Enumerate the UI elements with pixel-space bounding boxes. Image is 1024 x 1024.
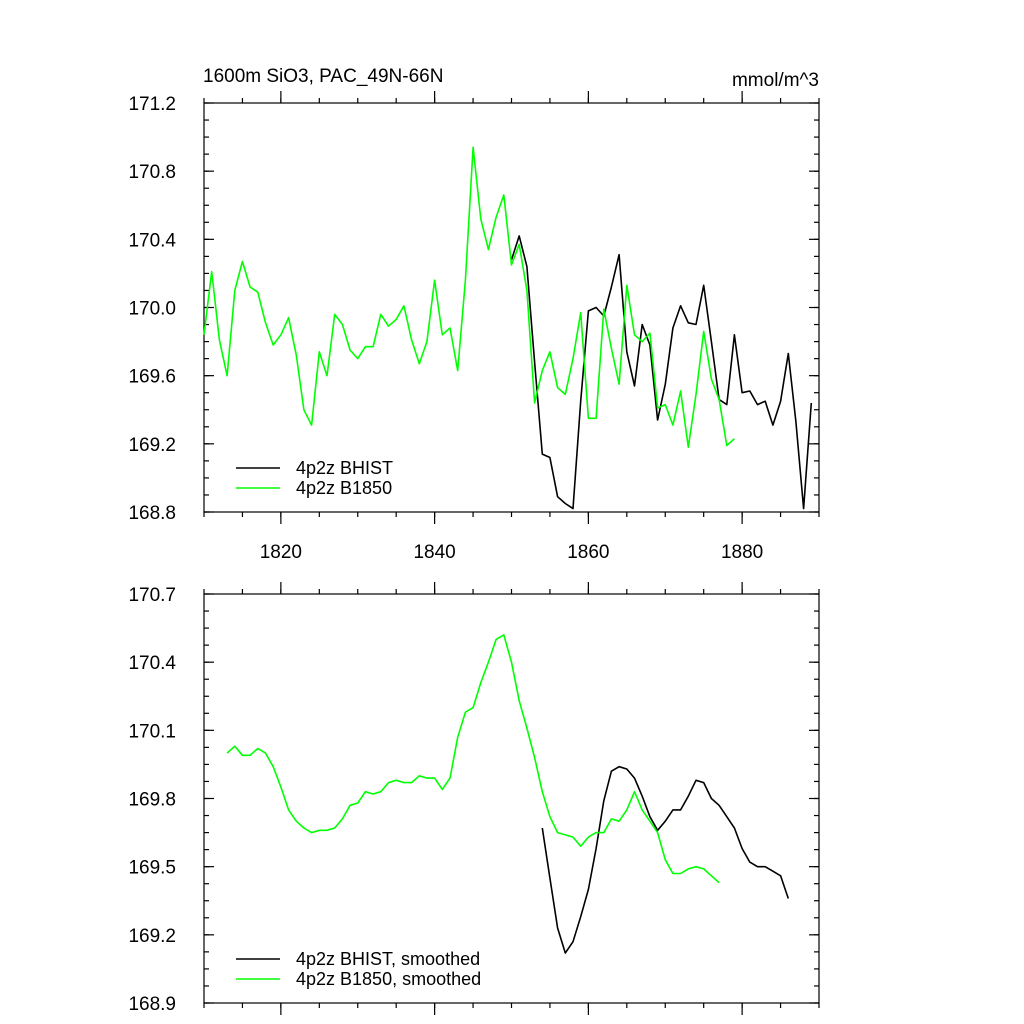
y-tick-label: 170.7	[128, 585, 176, 606]
chart-title: 1600m SiO3, PAC_49N-66N	[203, 66, 443, 87]
x-tick-label: 1820	[260, 542, 302, 563]
legend-label: 4p2z B1850	[296, 478, 392, 498]
bottom-panel: 168.9 169.2 169.5 169.8 170.1 170.4 170.7 4p2z …	[128, 582, 820, 1015]
y-tick-label: 169.2	[128, 926, 176, 947]
legend-label: 4p2z BHIST, smoothed	[296, 949, 480, 969]
x-tick-label: 1860	[567, 542, 609, 563]
y-tick-label: 170.8	[128, 162, 176, 183]
y-tick-label: 169.2	[128, 435, 176, 456]
y-tick-label: 171.2	[128, 94, 176, 115]
y-tick-label: 168.9	[128, 994, 176, 1015]
y-tick-label: 169.5	[128, 858, 176, 879]
legend-label: 4p2z B1850, smoothed	[296, 969, 481, 989]
x-tick-label: 1840	[413, 542, 455, 563]
plot-frame	[203, 593, 820, 1004]
top-panel: 168.8 169.2 169.6 170.0 170.4 170.8 171.2 1820 1…	[128, 91, 820, 563]
series-line-4p2z-b1850	[203, 146, 735, 449]
x-tick-label: 1880	[721, 542, 763, 563]
series-line-4p2z-b1850-smoothed	[226, 634, 720, 884]
plot-frame	[203, 102, 820, 513]
series-line-4p2z-bhist	[510, 235, 813, 510]
series-line-4p2z-bhist-smoothed	[541, 765, 790, 954]
y-tick-label: 170.0	[128, 299, 176, 320]
y-tick-label: 169.6	[128, 367, 176, 388]
y-tick-label: 170.4	[128, 230, 176, 251]
y-tick-label: 169.8	[128, 790, 176, 811]
legend-label: 4p2z BHIST	[296, 458, 393, 478]
y-tick-label: 168.8	[128, 503, 176, 524]
y-tick-label: 170.1	[128, 721, 176, 742]
y-tick-label: 170.4	[128, 653, 176, 674]
units-label: mmol/m^3	[732, 70, 819, 91]
